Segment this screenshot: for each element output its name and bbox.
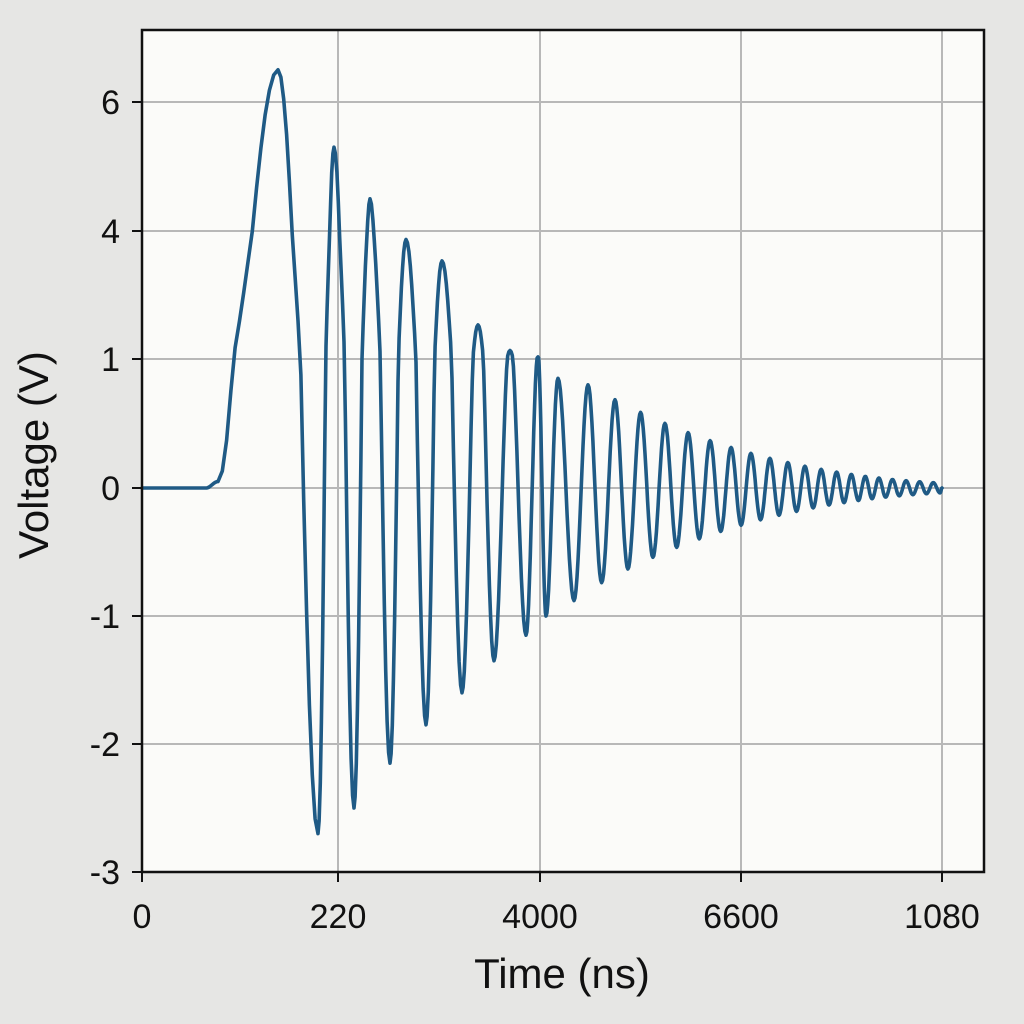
x-tick-label: 4000 <box>502 898 578 936</box>
x-tick-label: 6600 <box>703 898 779 936</box>
voltage-series-line <box>140 68 944 836</box>
x-tick-label: 1080 <box>904 898 980 936</box>
axis-frame <box>140 28 986 874</box>
y-tick-label: 4 <box>101 213 120 251</box>
y-tick-label: 0 <box>101 470 120 508</box>
y-axis-label: Voltage (V) <box>10 351 57 559</box>
x-axis-label: Time (ns) <box>474 950 650 997</box>
grid <box>142 30 984 872</box>
y-tick-label: -1 <box>90 598 120 636</box>
y-tick-label: 6 <box>101 84 120 122</box>
y-tick-label: -3 <box>90 854 120 892</box>
ticks: 6 4 1 0 -1 -2 -3 0 220 4000 6600 1080 <box>90 84 980 936</box>
y-tick-label: -2 <box>90 726 120 764</box>
y-tick-label: 1 <box>101 341 120 379</box>
x-tick-label: 0 <box>133 898 152 936</box>
x-tick-label: 220 <box>310 898 367 936</box>
series-group <box>140 68 944 836</box>
